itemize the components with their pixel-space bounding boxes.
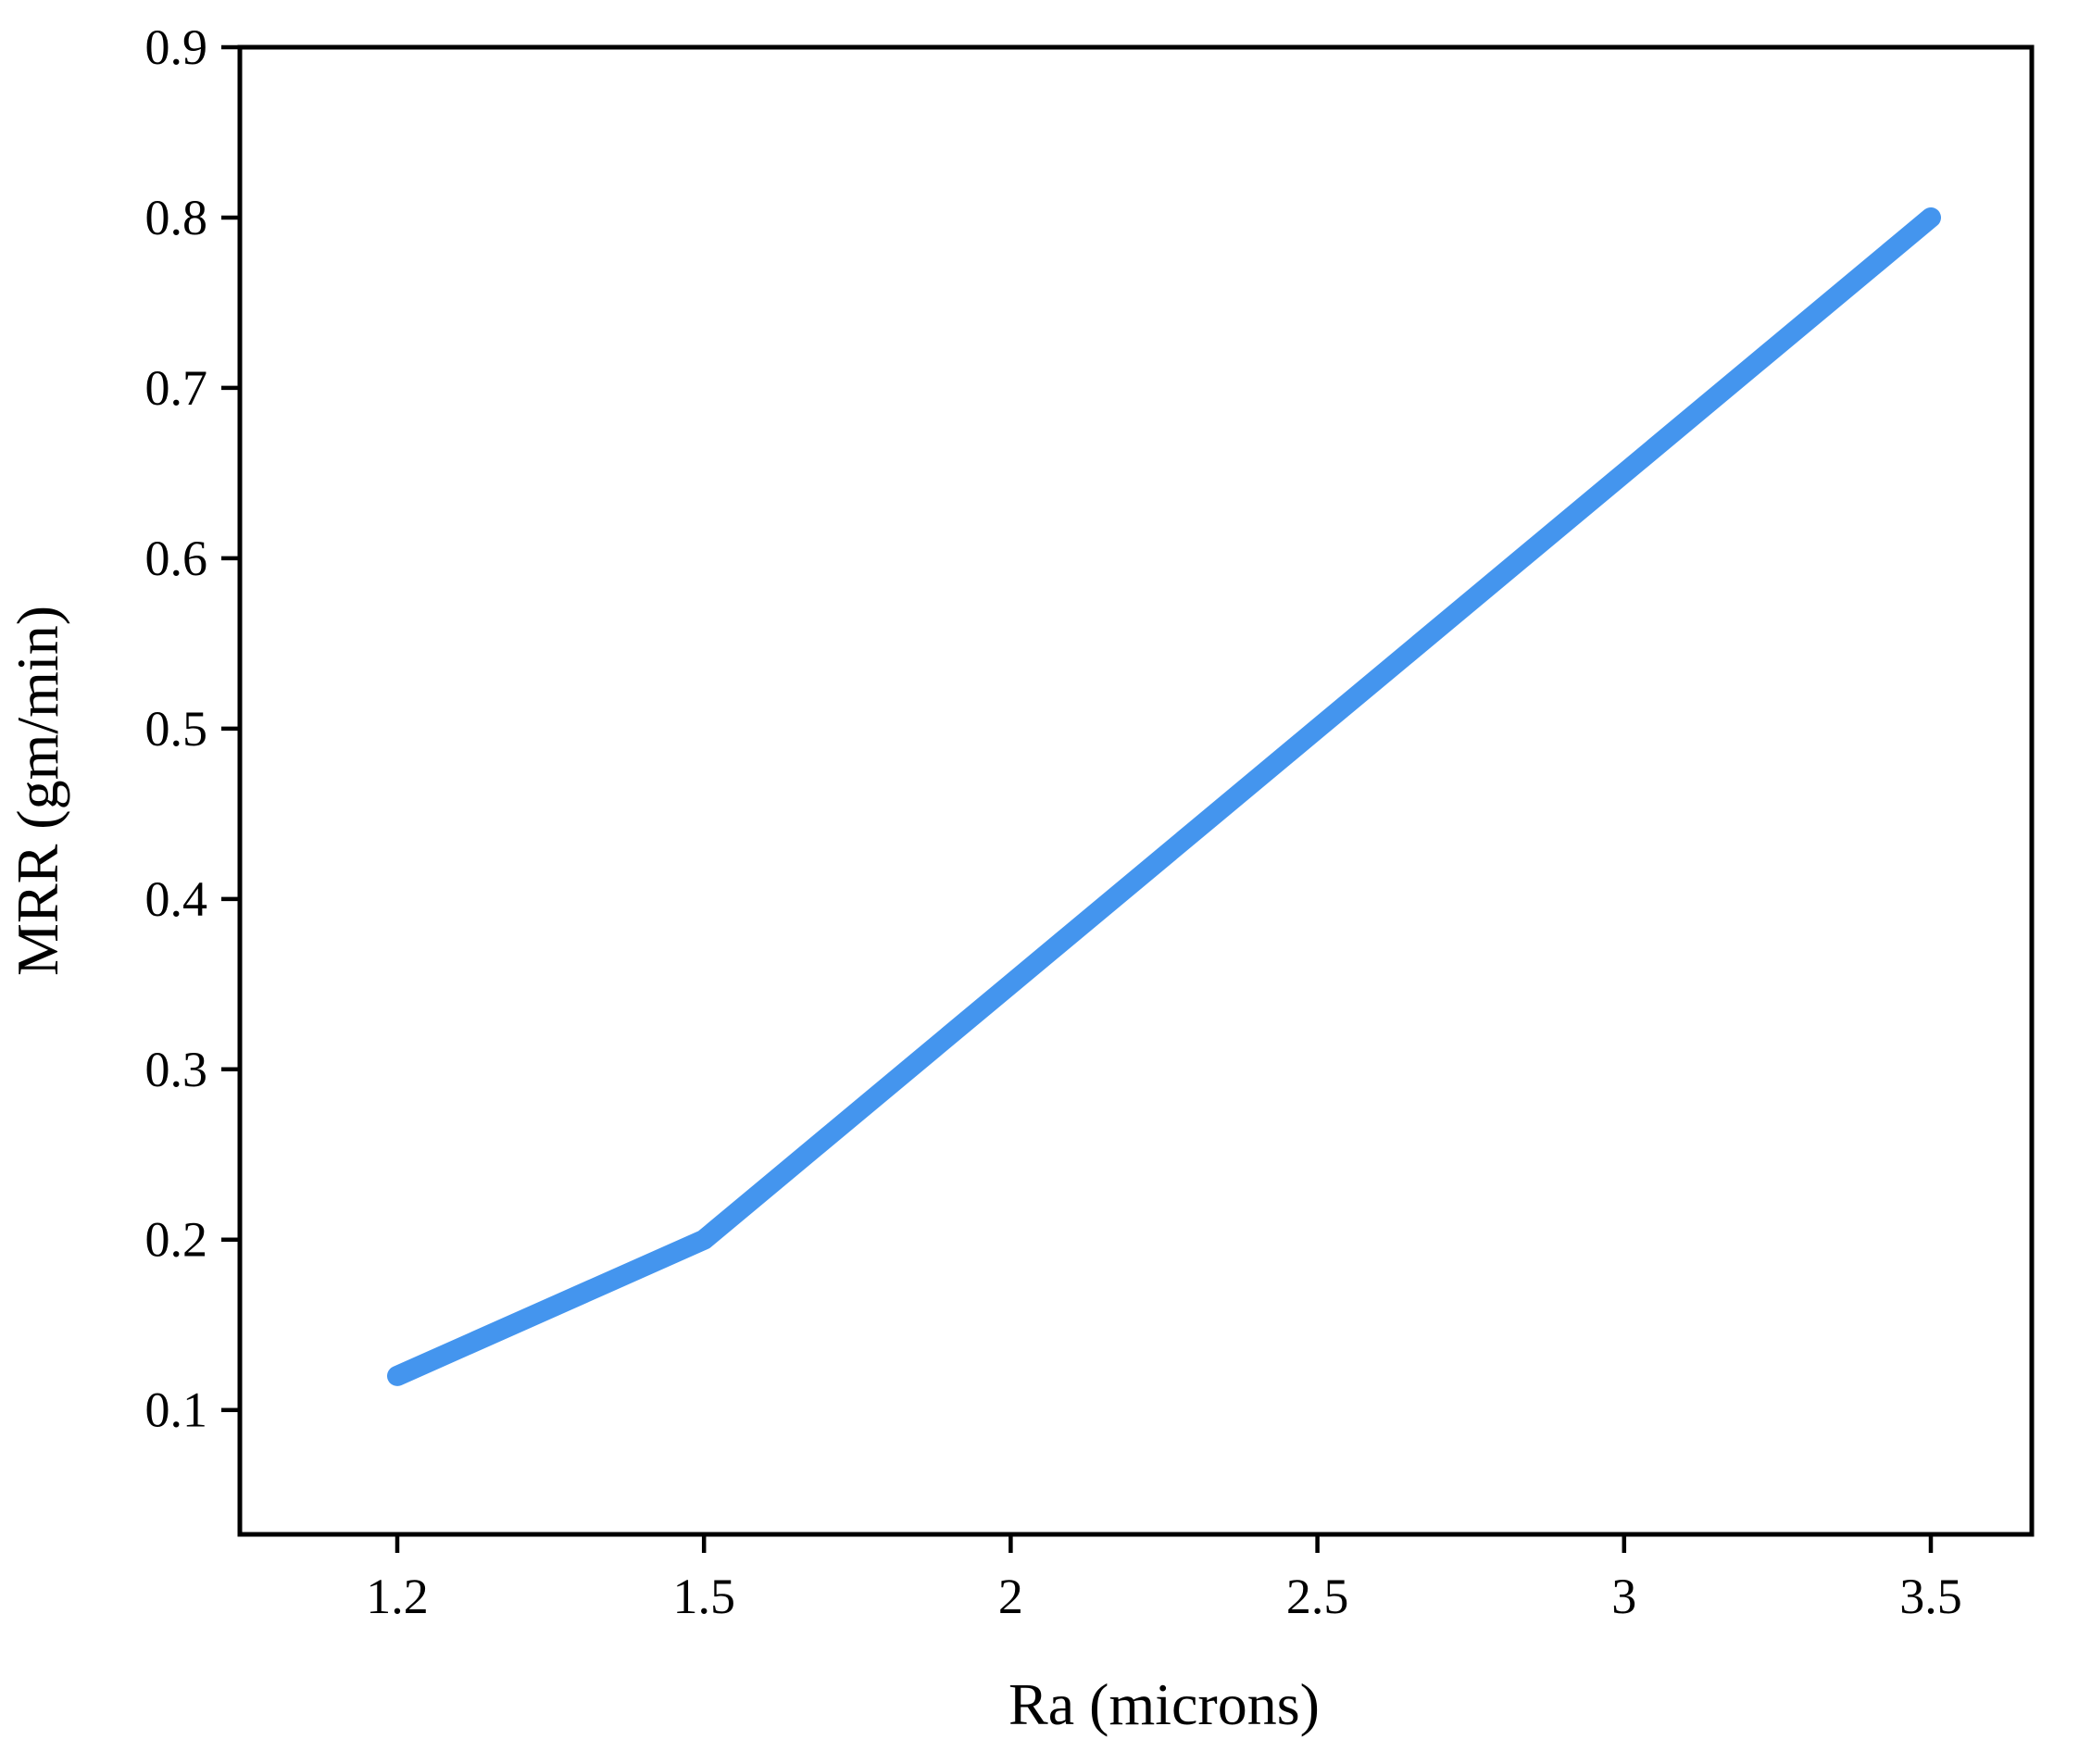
axis-box: [237, 44, 2035, 1537]
x-tick-label: 1.2: [366, 1569, 429, 1624]
y-tick-label: 0.7: [145, 360, 208, 416]
y-axis-title: MRR (gm/min): [5, 606, 70, 976]
tick-labels: 1.2 1.5 2 2.5 3 3.5 0.1 0.2 0.3 0.4 0.5 0.6 0.7 0.8 0.…: [145, 19, 1962, 1624]
series-line-mrr: [387, 206, 1941, 1386]
x-tick-label: 3.5: [1899, 1569, 1962, 1624]
y-tick-label: 0.9: [145, 19, 208, 75]
data-series-line: [387, 206, 1941, 1386]
x-tick-label: 1.5: [672, 1569, 735, 1624]
plot-frame: [237, 44, 2035, 1537]
x-axis-title: Ra (microns): [1008, 1671, 1320, 1737]
y-tick-label: 0.6: [145, 531, 208, 586]
y-tick-label: 0.3: [145, 1042, 208, 1097]
x-tick-label: 2: [998, 1569, 1023, 1624]
y-tick-label: 0.5: [145, 701, 208, 757]
x-tick-label: 2.5: [1286, 1569, 1349, 1624]
y-tick-label: 0.2: [145, 1212, 208, 1268]
tick-marks: [221, 44, 1934, 1553]
y-tick-label: 0.1: [145, 1382, 208, 1438]
x-tick-label: 3: [1611, 1569, 1636, 1624]
y-tick-label: 0.4: [145, 871, 208, 927]
y-tick-label: 0.8: [145, 190, 208, 245]
